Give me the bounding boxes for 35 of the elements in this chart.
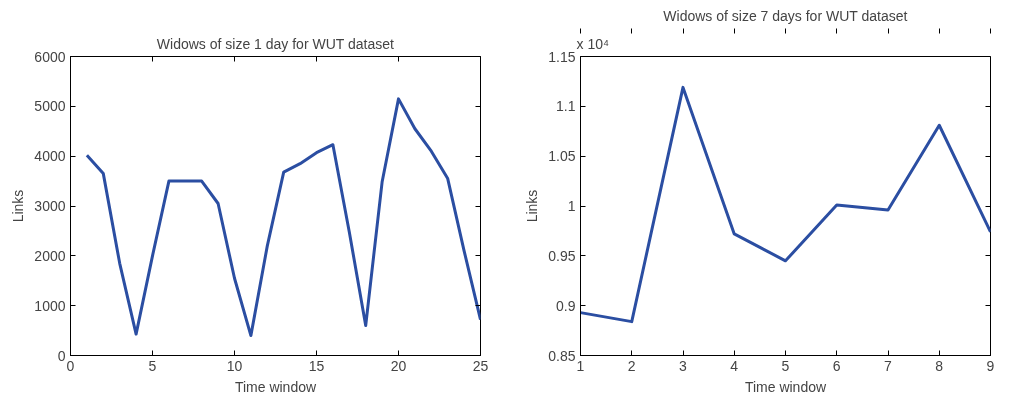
- x-tick-label: 7: [884, 357, 893, 374]
- y-tick-label: 1: [567, 198, 576, 214]
- y-tick-label: 2000: [34, 247, 66, 264]
- x-tick-label: 2: [627, 357, 636, 374]
- x-axis-title: Time window: [234, 378, 317, 395]
- x-tick-label: 8: [935, 357, 944, 374]
- y-axis-title: Links: [524, 189, 541, 223]
- y-tick-label: 0.9: [556, 297, 576, 314]
- x-tick-label: 4: [730, 357, 739, 374]
- x-axis-title: Time window: [744, 378, 827, 395]
- x-tick-label: 15: [308, 357, 325, 374]
- chart-title: Widows of size 1 day for WUT dataset: [156, 35, 395, 52]
- x-tick-label: 5: [148, 357, 157, 374]
- y-tick-label: 1.15: [548, 48, 576, 65]
- x-tick-label: 20: [390, 357, 407, 374]
- line-series: [580, 85, 991, 324]
- x-tick-label: 5: [781, 357, 790, 374]
- x-tick-label: 10: [226, 357, 243, 374]
- chart-title: Widows of size 7 days for WUT dataset: [663, 7, 908, 24]
- y-tick-label: 3000: [34, 198, 66, 214]
- y-tick-label: 6000: [34, 48, 66, 65]
- x-tick-label: 6: [832, 357, 841, 374]
- y-tick-label: 1.1: [556, 98, 576, 115]
- x-tick-label: 3: [679, 357, 688, 374]
- y-axis-title: Links: [10, 189, 27, 223]
- y-tick-label: 4000: [34, 148, 66, 165]
- y-tick-label: 1000: [34, 297, 66, 314]
- y-tick-label: 0.95: [548, 247, 576, 264]
- y-tick-label: 1.05: [548, 148, 576, 165]
- x-tick-label: 9: [986, 357, 995, 374]
- y-tick-label: 0.85: [548, 347, 576, 364]
- line-series: [85, 97, 481, 338]
- x-tick-label: 25: [472, 357, 489, 374]
- text: x 10⁴: [576, 35, 609, 52]
- y-tick-label: 5000: [34, 98, 66, 115]
